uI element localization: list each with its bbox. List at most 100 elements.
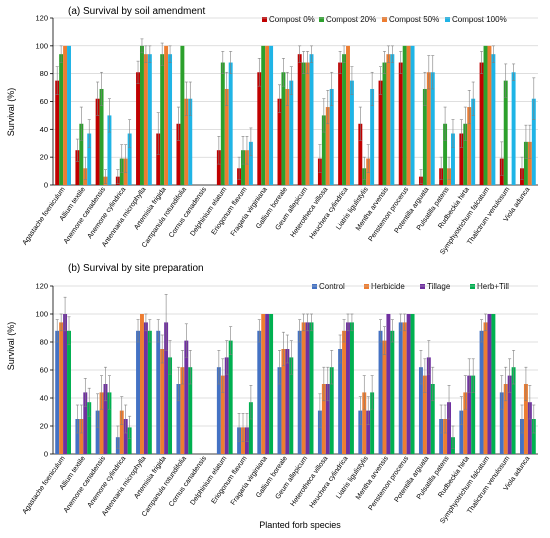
bar bbox=[216, 367, 221, 454]
bar bbox=[285, 88, 290, 185]
bar bbox=[370, 392, 375, 454]
bar bbox=[471, 375, 476, 454]
bar bbox=[499, 392, 504, 454]
bar bbox=[87, 133, 92, 185]
bar bbox=[248, 141, 253, 185]
bar bbox=[139, 314, 144, 454]
bar bbox=[285, 349, 290, 454]
bar bbox=[139, 45, 144, 186]
bar bbox=[99, 88, 104, 185]
bar bbox=[67, 45, 71, 186]
bar bbox=[325, 384, 330, 454]
legend-swatch bbox=[262, 17, 267, 22]
bar bbox=[160, 54, 165, 185]
bar bbox=[261, 314, 266, 454]
bar bbox=[127, 427, 132, 454]
bar bbox=[136, 72, 140, 185]
bar bbox=[487, 314, 492, 454]
legend-label: Compost 100% bbox=[452, 15, 507, 24]
bar bbox=[346, 322, 350, 454]
bar bbox=[527, 141, 532, 185]
bar bbox=[103, 384, 108, 454]
bar bbox=[398, 322, 403, 454]
bar bbox=[479, 330, 484, 454]
bar bbox=[281, 72, 286, 185]
bar bbox=[67, 330, 71, 454]
legend-label: Compost 0% bbox=[269, 15, 315, 24]
bar bbox=[83, 392, 88, 454]
y-tick-label: 100 bbox=[35, 41, 48, 50]
bar bbox=[224, 88, 229, 185]
bar bbox=[342, 330, 347, 454]
bar bbox=[63, 45, 68, 186]
bar bbox=[79, 123, 84, 185]
chart-a-legend: Compost 0% Compost 20% Compost 50% Compost … bbox=[262, 15, 507, 24]
bar bbox=[297, 54, 302, 185]
bar bbox=[176, 384, 181, 454]
bar bbox=[426, 357, 431, 454]
bar bbox=[483, 45, 488, 186]
y-tick-label: 40 bbox=[40, 394, 48, 403]
bar bbox=[136, 330, 140, 454]
bar bbox=[402, 322, 407, 454]
y-tick-label: 120 bbox=[35, 14, 48, 23]
y-tick-label: 20 bbox=[40, 153, 48, 162]
bar bbox=[349, 322, 354, 454]
bar bbox=[459, 133, 464, 185]
y-tick-label: 120 bbox=[35, 282, 48, 291]
y-tick-label: 20 bbox=[40, 422, 48, 431]
bar bbox=[430, 384, 435, 454]
bar bbox=[277, 367, 282, 454]
bar bbox=[358, 123, 363, 185]
bar bbox=[410, 314, 415, 454]
bar bbox=[257, 330, 262, 454]
bar bbox=[531, 98, 536, 185]
bar bbox=[346, 45, 350, 186]
legend-swatch bbox=[319, 17, 324, 22]
chart-a-title: (a) Survival by soil amendment bbox=[68, 6, 205, 17]
bar bbox=[511, 367, 516, 454]
bar bbox=[248, 402, 253, 454]
bar bbox=[55, 80, 60, 185]
bar bbox=[358, 410, 363, 454]
bar bbox=[59, 54, 64, 185]
bar bbox=[520, 419, 524, 454]
bar bbox=[55, 330, 60, 454]
legend-swatch bbox=[445, 17, 450, 22]
y-tick-label: 0 bbox=[44, 450, 48, 459]
bar bbox=[503, 384, 508, 454]
bar bbox=[430, 72, 435, 185]
bar bbox=[463, 123, 468, 185]
bar bbox=[95, 410, 100, 454]
bar bbox=[317, 410, 322, 454]
y-tick-label: 60 bbox=[40, 366, 48, 375]
bar bbox=[342, 54, 347, 185]
bar bbox=[325, 107, 330, 185]
bar bbox=[378, 330, 383, 454]
bar bbox=[329, 367, 334, 454]
bar bbox=[228, 62, 233, 185]
bar bbox=[269, 314, 274, 454]
bar bbox=[228, 340, 233, 454]
y-tick-label: 100 bbox=[35, 310, 48, 319]
y-tick-label: 60 bbox=[40, 97, 48, 106]
bar bbox=[329, 88, 334, 185]
bar bbox=[467, 107, 472, 185]
bar bbox=[184, 98, 189, 185]
bar bbox=[99, 392, 104, 454]
legend-swatch bbox=[470, 284, 475, 289]
bar bbox=[184, 340, 189, 454]
bar bbox=[188, 367, 193, 454]
legend-label: Compost 50% bbox=[389, 15, 439, 24]
bar bbox=[216, 150, 221, 185]
legend-swatch bbox=[420, 284, 425, 289]
bar bbox=[523, 141, 528, 185]
bar bbox=[382, 62, 387, 185]
bar bbox=[281, 349, 286, 454]
bar bbox=[220, 375, 225, 454]
legend-swatch bbox=[312, 284, 317, 289]
bar bbox=[309, 322, 314, 454]
bar bbox=[107, 115, 112, 185]
bar bbox=[220, 62, 225, 185]
